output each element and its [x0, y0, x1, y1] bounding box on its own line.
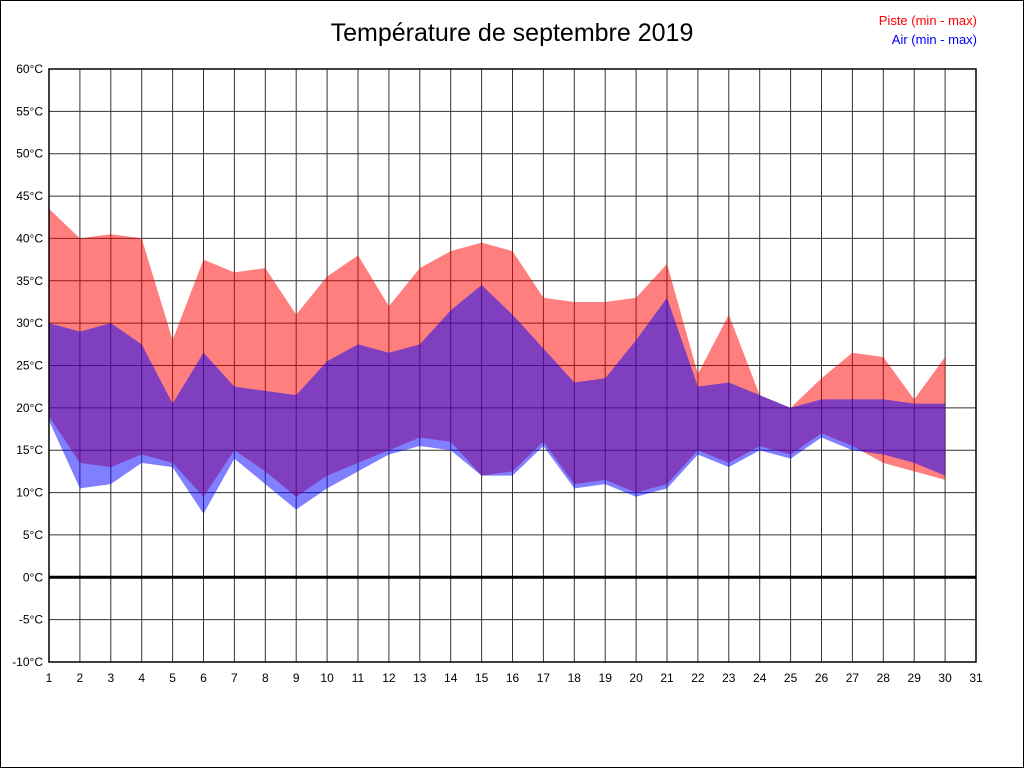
svg-text:13: 13	[413, 671, 427, 685]
svg-text:0°C: 0°C	[23, 570, 43, 584]
svg-text:7: 7	[231, 671, 238, 685]
data-bands	[49, 208, 946, 514]
svg-text:40°C: 40°C	[16, 231, 43, 245]
axes	[48, 68, 977, 663]
svg-text:28: 28	[877, 671, 891, 685]
svg-text:50°C: 50°C	[16, 147, 43, 161]
svg-text:1: 1	[46, 671, 53, 685]
svg-text:-5°C: -5°C	[19, 613, 43, 627]
svg-text:-10°C: -10°C	[12, 655, 43, 669]
svg-text:25: 25	[784, 671, 798, 685]
svg-text:23: 23	[722, 671, 736, 685]
svg-text:16: 16	[506, 671, 520, 685]
svg-text:6: 6	[200, 671, 207, 685]
svg-text:19: 19	[599, 671, 613, 685]
legend-item-piste: Piste (min - max)	[878, 13, 977, 28]
svg-text:17: 17	[537, 671, 551, 685]
svg-text:24: 24	[753, 671, 767, 685]
svg-text:4: 4	[138, 671, 145, 685]
legend-item-air: Air (min - max)	[891, 32, 977, 47]
chart-legend: Piste (min - max) Air (min - max)	[879, 11, 977, 49]
svg-text:10°C: 10°C	[16, 486, 43, 500]
chart-title: Température de septembre 2019	[330, 19, 694, 47]
svg-text:20°C: 20°C	[16, 401, 43, 415]
svg-text:25°C: 25°C	[16, 359, 43, 373]
svg-text:27: 27	[846, 671, 860, 685]
svg-text:31: 31	[969, 671, 983, 685]
svg-text:26: 26	[815, 671, 829, 685]
svg-text:60°C: 60°C	[16, 62, 43, 76]
svg-text:35°C: 35°C	[16, 274, 43, 288]
svg-text:30: 30	[938, 671, 952, 685]
svg-text:55°C: 55°C	[16, 104, 43, 118]
svg-text:15°C: 15°C	[16, 443, 43, 457]
svg-text:14: 14	[444, 671, 458, 685]
svg-text:15: 15	[475, 671, 489, 685]
svg-text:11: 11	[352, 671, 365, 685]
svg-text:3: 3	[107, 671, 114, 685]
svg-text:30°C: 30°C	[16, 316, 43, 330]
svg-text:18: 18	[568, 671, 582, 685]
svg-text:20: 20	[629, 671, 643, 685]
svg-text:8: 8	[262, 671, 269, 685]
svg-text:9: 9	[293, 671, 300, 685]
svg-text:45°C: 45°C	[16, 189, 43, 203]
svg-text:22: 22	[691, 671, 705, 685]
svg-text:2: 2	[77, 671, 84, 685]
svg-text:29: 29	[908, 671, 922, 685]
svg-text:12: 12	[382, 671, 396, 685]
svg-text:10: 10	[320, 671, 334, 685]
svg-text:5: 5	[169, 671, 176, 685]
axis-tick-labels: 60°C55°C50°C45°C40°C35°C30°C25°C20°C15°C…	[12, 62, 983, 685]
svg-text:5°C: 5°C	[23, 528, 43, 542]
svg-text:21: 21	[660, 671, 674, 685]
